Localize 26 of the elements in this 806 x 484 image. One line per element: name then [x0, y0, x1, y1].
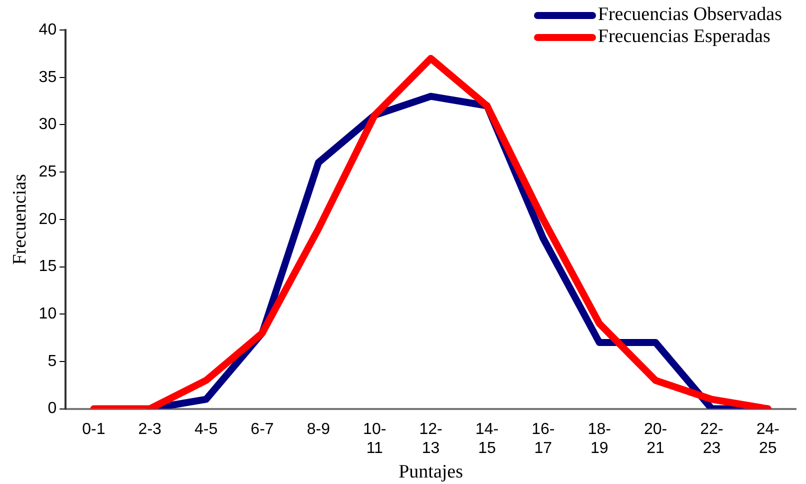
- legend-label: Frecuencias Esperadas: [598, 26, 770, 48]
- x-tick-label: 22- 23: [700, 420, 724, 458]
- x-tick-label: 16- 17: [532, 420, 555, 458]
- y-axis-title: Frecuencias: [9, 174, 30, 265]
- y-tick-label: 25: [38, 163, 57, 180]
- x-tick-label: 20- 21: [644, 420, 668, 458]
- x-tick-label: 0-1: [82, 420, 106, 438]
- x-tick-label: 24- 25: [756, 420, 780, 458]
- x-tick-label: 12- 13: [419, 420, 442, 458]
- x-tick-label: 4-5: [194, 420, 218, 438]
- x-tick-label: 6-7: [250, 420, 274, 438]
- y-tick-label: 15: [38, 258, 57, 276]
- y-tick-label: 35: [38, 68, 57, 86]
- x-axis-title: Puntajes: [398, 462, 463, 483]
- legend-label: Frecuencias Observadas: [598, 4, 782, 26]
- x-tick-label: 18- 19: [588, 420, 611, 458]
- y-tick-label: 40: [38, 21, 57, 38]
- y-tick-label: 20: [38, 210, 57, 228]
- x-tick-label: 8-9: [306, 420, 330, 438]
- y-tick-label: 10: [38, 306, 57, 323]
- x-tick-label: 2-3: [138, 420, 162, 438]
- x-tick-label: 10- 11: [363, 420, 386, 458]
- x-tick-label: 14- 15: [475, 420, 499, 458]
- y-tick-label: 5: [48, 352, 57, 370]
- y-tick-label: 0: [48, 400, 57, 418]
- y-tick-label: 30: [38, 116, 57, 134]
